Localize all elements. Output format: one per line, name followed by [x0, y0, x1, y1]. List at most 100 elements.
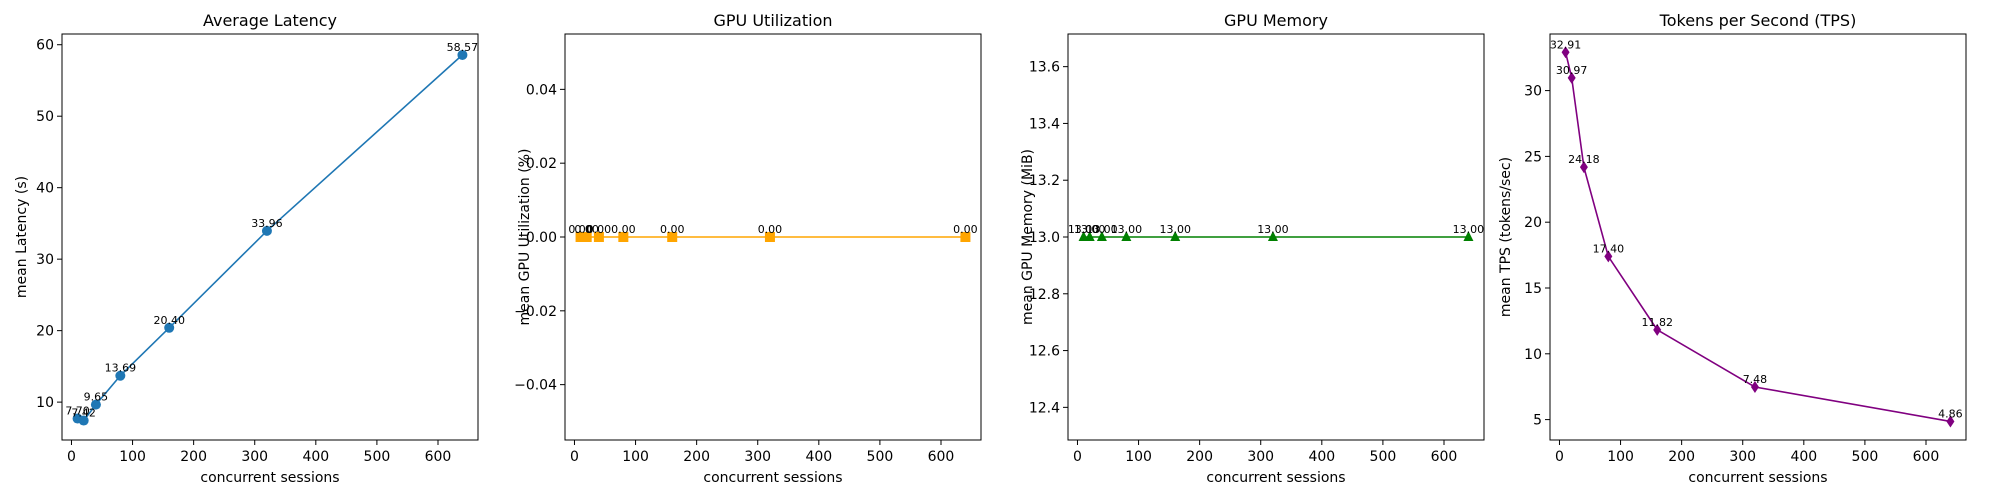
y-tick-label: −0.04: [514, 378, 557, 394]
y-tick-label: 5: [1533, 413, 1542, 429]
plot-frame: [1549, 33, 1967, 441]
data-point: [261, 225, 272, 236]
data-point: [90, 399, 101, 410]
data-label: 33.96: [251, 217, 283, 230]
data-point: [1750, 380, 1759, 393]
chart-panel-2: GPU Utilization 0 100 200 300 400 500 600 −0.04 −…: [514, 11, 982, 486]
x-tick-label: 300: [241, 449, 268, 465]
x-tick-label: 600: [1913, 449, 1940, 465]
data-label: 13.00: [1074, 223, 1106, 236]
y-tick-label: 0.04: [526, 82, 557, 98]
data-point: [1579, 161, 1588, 174]
data-point: [764, 232, 775, 242]
data-point: [618, 232, 629, 242]
y-tick-label: 0.00: [526, 230, 557, 246]
y-tick-label: 15: [1524, 281, 1542, 297]
data-point: [575, 232, 586, 242]
data-point: [1096, 231, 1107, 241]
chart-title: Average Latency: [203, 11, 337, 30]
data-label: 20.40: [153, 314, 185, 327]
y-tick-label: 20: [1524, 215, 1542, 231]
y-tick-label: 13.6: [1029, 60, 1060, 76]
y-axis-label: mean Latency (s): [14, 176, 30, 298]
y-tick-label: 60: [36, 38, 54, 54]
x-tick-label: 400: [805, 449, 832, 465]
y-tick-label: 12.4: [1029, 400, 1060, 416]
data-point: [1653, 323, 1662, 336]
x-tick-label: 500: [1370, 449, 1397, 465]
data-point: [1267, 231, 1278, 241]
data-label: 0.00: [953, 223, 978, 236]
plot-frame: [61, 33, 479, 441]
data-point: [115, 370, 126, 381]
y-tick-label: 10: [36, 395, 54, 411]
x-tick-label: 0: [1555, 449, 1564, 465]
data-label: 13.00: [1068, 223, 1100, 236]
x-tick-label: 100: [622, 449, 649, 465]
y-tick-label: 10: [1524, 347, 1542, 363]
x-tick-label: 200: [1668, 449, 1695, 465]
y-tick-label: 12.8: [1029, 287, 1060, 303]
data-label: 24.18: [1568, 153, 1600, 166]
chart-panel-1: Average Latency 0 100 200 300 400 500 600 10 20 30…: [14, 11, 479, 486]
data-label: 30.97: [1556, 64, 1588, 77]
y-tick-label: 13.2: [1029, 173, 1060, 189]
y-tick-label: 13.0: [1029, 230, 1060, 246]
x-tick-label: 400: [1790, 449, 1817, 465]
x-tick-label: 200: [1186, 449, 1213, 465]
x-tick-label: 100: [1607, 449, 1634, 465]
y-axis-label: mean GPU Utilization (%): [517, 149, 533, 326]
x-tick-label: 600: [928, 449, 955, 465]
data-label: 11.82: [1641, 316, 1673, 329]
data-point: [1463, 231, 1474, 241]
x-tick-label: 100: [1125, 449, 1152, 465]
x-tick-label: 600: [1431, 449, 1458, 465]
y-tick-label: 50: [36, 109, 54, 125]
x-tick-label: 400: [1308, 449, 1335, 465]
data-label: 13.00: [1257, 223, 1289, 236]
data-label: 9.65: [84, 391, 109, 404]
y-tick-label: 12.6: [1029, 344, 1060, 360]
data-point: [581, 232, 592, 242]
x-tick-label: 500: [364, 449, 391, 465]
x-tick-label: 300: [1247, 449, 1274, 465]
data-point: [1604, 250, 1613, 263]
data-label: 0.00: [574, 223, 599, 236]
x-tick-label: 0: [570, 449, 579, 465]
data-label: 4.86: [1938, 407, 1963, 420]
y-axis-label: mean TPS (tokens/sec): [1498, 157, 1514, 317]
chart-title: Tokens per Second (TPS): [1659, 11, 1857, 30]
data-label: 0.00: [758, 223, 783, 236]
x-tick-label: 200: [683, 449, 710, 465]
x-axis-label: concurrent sessions: [703, 470, 842, 486]
data-label: 13.69: [105, 362, 137, 375]
series-line: [1564, 52, 1951, 423]
data-label: 7.48: [1743, 373, 1768, 386]
data-label: 13.00: [1453, 223, 1485, 236]
x-tick-label: 300: [1729, 449, 1756, 465]
y-tick-label: 25: [1524, 149, 1542, 165]
data-point: [1946, 415, 1955, 428]
y-tick-label: 0.02: [526, 156, 557, 172]
data-label: 13.00: [1159, 223, 1191, 236]
y-tick-label: 20: [36, 324, 54, 340]
y-tick-label: 30: [1524, 84, 1542, 100]
x-axis-label: concurrent sessions: [1206, 470, 1345, 486]
x-tick-label: 500: [1852, 449, 1879, 465]
data-point: [1170, 231, 1181, 241]
x-tick-label: 300: [744, 449, 771, 465]
data-label: 7.70: [65, 405, 90, 418]
data-label: 0.00: [611, 223, 636, 236]
x-tick-label: 100: [119, 449, 146, 465]
x-tick-label: 0: [67, 449, 76, 465]
y-tick-label: −0.02: [514, 304, 557, 320]
chart-panel-3: GPU Memory 0 100 200 300 400 500 600 12.4 12.6 12.…: [1020, 11, 1485, 486]
data-point: [1561, 46, 1570, 59]
data-point: [960, 232, 971, 242]
data-point: [164, 322, 175, 333]
data-point: [1121, 231, 1132, 241]
chart-title: GPU Memory: [1224, 11, 1328, 30]
data-label: 0.00: [660, 223, 685, 236]
y-tick-label: 13.4: [1029, 116, 1060, 132]
